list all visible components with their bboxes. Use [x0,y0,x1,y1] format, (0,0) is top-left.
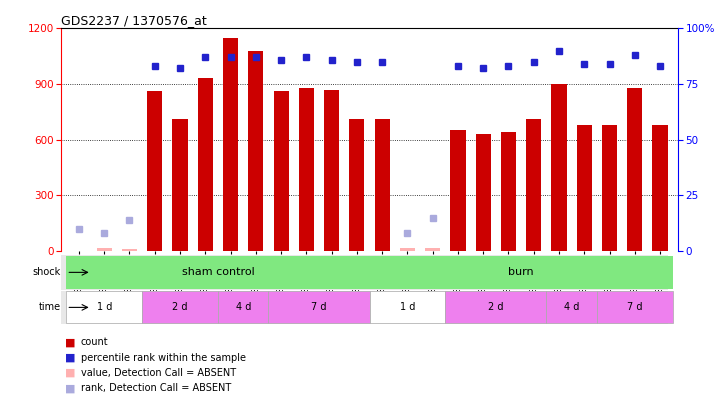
Text: percentile rank within the sample: percentile rank within the sample [81,353,246,362]
Text: value, Detection Call = ABSENT: value, Detection Call = ABSENT [81,368,236,378]
Bar [268,292,370,323]
Bar [375,119,390,251]
Bar [273,92,288,251]
Bar [476,134,491,251]
Bar [349,119,364,251]
Text: 4 d: 4 d [236,303,251,312]
Bar [370,256,673,289]
Bar [597,292,673,323]
Bar [526,119,541,251]
Text: GDS2237 / 1370576_at: GDS2237 / 1370576_at [61,14,207,27]
Bar [501,132,516,251]
Text: 1 d: 1 d [399,303,415,312]
Bar [653,125,668,251]
Text: 2 d: 2 d [488,303,503,312]
Text: 7 d: 7 d [311,303,327,312]
Bar [370,292,446,323]
Bar [602,125,617,251]
Bar [97,248,112,251]
Bar [446,292,547,323]
Text: 7 d: 7 d [627,303,642,312]
Text: time: time [39,303,61,312]
Bar [172,119,187,251]
Bar [400,248,415,251]
Bar [324,90,339,251]
Bar [66,292,142,323]
Text: rank, Detection Call = ABSENT: rank, Detection Call = ABSENT [81,384,231,393]
Bar [147,92,162,251]
Bar [577,125,592,251]
Text: 4 d: 4 d [564,303,579,312]
Text: 1 d: 1 d [97,303,112,312]
Bar [451,130,466,251]
Text: ■: ■ [65,368,76,378]
Text: ■: ■ [65,337,76,347]
Bar [198,79,213,251]
Text: shock: shock [32,267,61,277]
Text: sham control: sham control [182,267,255,277]
Bar [218,292,268,323]
Bar [552,84,567,251]
Text: 2 d: 2 d [172,303,187,312]
Bar [425,248,441,251]
Bar [66,256,370,289]
Text: ■: ■ [65,384,76,393]
Bar [248,51,263,251]
Text: ■: ■ [65,353,76,362]
Bar [122,249,137,251]
Bar [142,292,218,323]
Bar [223,38,238,251]
Bar [298,88,314,251]
Bar [627,88,642,251]
Text: count: count [81,337,108,347]
Bar [547,292,597,323]
Text: burn: burn [508,267,534,277]
